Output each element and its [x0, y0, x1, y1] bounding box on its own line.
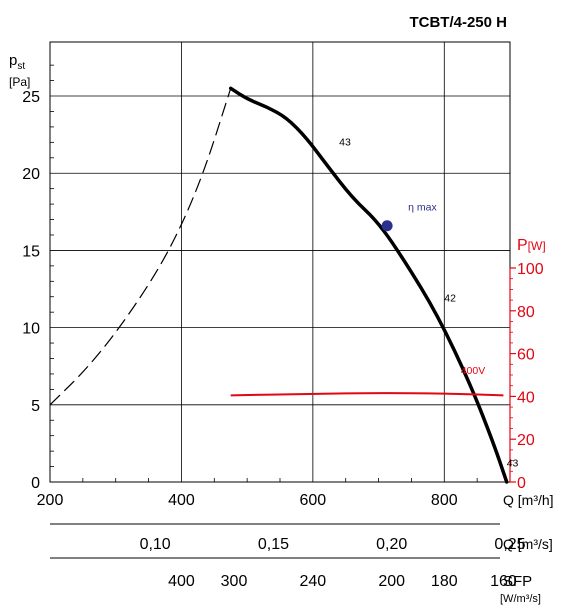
x2-tick-label: 0,15	[258, 536, 289, 553]
x-tick-label: 400	[168, 492, 195, 509]
y-axis-label: pst	[9, 52, 25, 72]
y-tick-label: 15	[22, 243, 40, 260]
x3-tick-label: 300	[221, 573, 248, 590]
x2-tick-label: 0,20	[376, 536, 407, 553]
x-axis-q-m3h: 200 400 600 800 Q [m³/h]	[37, 478, 554, 509]
x-tick-label: 800	[431, 492, 458, 509]
x-tick-label: 600	[300, 492, 327, 509]
y-right-tick-label: 100	[517, 261, 544, 278]
y-right-tick-label: 40	[517, 389, 535, 406]
y-right-tick-label: 20	[517, 432, 535, 449]
y-right-label: P[W]	[517, 237, 546, 254]
x3-tick-label: 400	[168, 573, 195, 590]
x3-tick-label: 160	[490, 573, 517, 590]
x-axis-q-m3s: 0,10 0,15 0,20 0,25Q [m³/s]	[50, 523, 553, 553]
y-right-tick-label: 80	[517, 304, 535, 321]
annotation-label: 43	[339, 136, 351, 148]
y-right-tick-label: 0	[517, 475, 526, 492]
y-axis-left: 0 5 10 15 20 25 pst [Pa]	[9, 52, 54, 492]
power-curve	[230, 392, 504, 397]
annotation-label: η max	[408, 201, 437, 213]
grid	[50, 42, 510, 482]
annotation-label: 42	[444, 292, 456, 304]
x3-tick-label: 200	[378, 573, 405, 590]
annotations: 43 η max 42 400V 43	[339, 136, 518, 469]
chart-title: TCBT/4-250 H	[409, 14, 507, 31]
pressure-curve-unstable	[49, 88, 232, 406]
y-tick-label: 5	[31, 398, 40, 415]
x3-tick-label: 180	[431, 573, 458, 590]
plot-frame	[49, 41, 511, 483]
x2-axis-unit: Q [m³/s]	[503, 536, 553, 552]
eta-max-point	[381, 220, 393, 232]
y-tick-label: 25	[22, 89, 40, 106]
x3-tick-label: 240	[300, 573, 327, 590]
annotation-label: 43	[507, 458, 519, 470]
series	[49, 86, 509, 484]
x-tick-label: 200	[37, 492, 64, 509]
annotation-label: 400V	[461, 365, 486, 377]
y-axis-right: 0 20 40 60 80 100 P[W]	[509, 237, 546, 492]
x2-tick-label: 0,10	[140, 536, 171, 553]
y-tick-label: 0	[31, 475, 40, 492]
x3-axis-unit-sub: [W/m³/s]	[500, 593, 541, 605]
y-axis-unit: [Pa]	[9, 75, 30, 89]
pressure-curve	[228, 86, 509, 484]
x2-tick-label: 0,25	[494, 536, 525, 553]
y-tick-label: 20	[22, 166, 40, 183]
x-axis-unit: Q [m³/h]	[503, 492, 554, 508]
y-tick-label: 10	[22, 321, 40, 338]
y-right-tick-label: 60	[517, 347, 535, 364]
x3-axis-unit: SFP	[503, 573, 532, 590]
